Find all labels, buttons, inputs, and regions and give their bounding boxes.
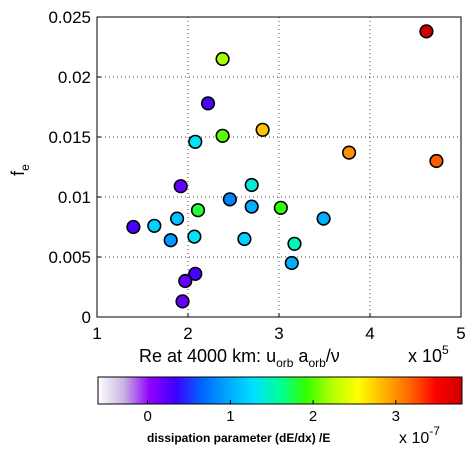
data-point	[173, 179, 188, 194]
data-point	[316, 211, 331, 226]
colorbar-ticks: 0 1 2 3	[143, 400, 400, 425]
data-point	[287, 236, 302, 251]
data-point	[222, 192, 237, 207]
x-axis-label-prefix: Re at 4000 km: u	[139, 346, 276, 366]
colorbar-label: dissipation parameter (dE/dx) /E	[147, 431, 330, 445]
y-tick-label: 0.02	[58, 68, 91, 87]
colorbar: 0 1 2 3 dissipation parameter (dE/dx) /E x …	[97, 376, 463, 447]
y-axis-label: fe	[8, 164, 32, 176]
data-point	[178, 273, 193, 289]
colorbar-multiplier-base: x 10	[399, 430, 429, 447]
x-axis-multiplier-base: x 10	[408, 346, 442, 366]
y-axis-label-main: f	[8, 170, 28, 176]
x-axis-multiplier: x 105	[408, 343, 449, 366]
y-axis-label-sub: e	[18, 164, 32, 171]
data-point	[175, 294, 190, 309]
x-axis-ticks: 1 2 3 4 5	[92, 313, 466, 343]
x-tick-label: 4	[365, 324, 374, 343]
y-axis-ticks: 0 0.005 0.01 0.015 0.02 0.025	[48, 8, 101, 327]
y-tick-label: 0.015	[48, 128, 91, 147]
data-point	[163, 233, 178, 248]
data-point	[190, 203, 206, 218]
colorbar-multiplier: x 10-7	[399, 424, 440, 447]
colorbar-gradient	[97, 376, 463, 405]
data-point	[273, 200, 288, 215]
y-tick-label: 0.005	[48, 248, 91, 267]
colorbar-multiplier-exp: -7	[429, 424, 440, 438]
x-axis-label-mid: a	[293, 346, 309, 366]
x-tick-label: 3	[274, 324, 283, 343]
data-point	[188, 266, 203, 281]
data-point	[244, 177, 259, 193]
y-tick-label: 0.01	[58, 188, 91, 207]
x-axis-multiplier-exp: 5	[442, 343, 449, 357]
data-point	[244, 199, 259, 214]
data-point	[284, 255, 299, 271]
colorbar-tick-label: 0	[143, 408, 151, 425]
data-point	[215, 128, 230, 143]
data-point	[188, 134, 203, 149]
x-axis-label-sub2: orb	[308, 356, 326, 370]
plot-frame	[96, 16, 462, 318]
data-point	[187, 229, 202, 244]
data-point	[169, 211, 185, 226]
x-axis-label: Re at 4000 km: uorb aorb/ν	[139, 346, 340, 370]
data-point	[200, 96, 216, 111]
data-point	[126, 219, 141, 235]
x-tick-label: 5	[456, 324, 465, 343]
x-tick-label: 2	[183, 324, 192, 343]
x-tick-label: 1	[92, 324, 101, 343]
data-point	[255, 122, 270, 137]
x-axis-label-sub1: orb	[276, 356, 294, 370]
y-tick-label: 0	[82, 308, 91, 327]
data-point	[341, 145, 357, 160]
data-point	[237, 231, 252, 247]
data-point	[429, 153, 444, 169]
colorbar-tick-label: 3	[392, 408, 400, 425]
data-point	[419, 24, 434, 39]
colorbar-tick-label: 1	[226, 408, 234, 425]
y-tick-label: 0.025	[48, 8, 91, 27]
colorbar-tick-label: 2	[309, 408, 317, 425]
data-point	[147, 218, 162, 233]
data-points	[126, 24, 444, 309]
grid-lines	[97, 17, 461, 317]
plot-area: 1 2 3 4 5 0 0.005 0.01 0.015 0.02 0.025	[48, 8, 465, 343]
data-point	[215, 51, 230, 67]
x-axis-label-suffix: /ν	[326, 346, 340, 366]
